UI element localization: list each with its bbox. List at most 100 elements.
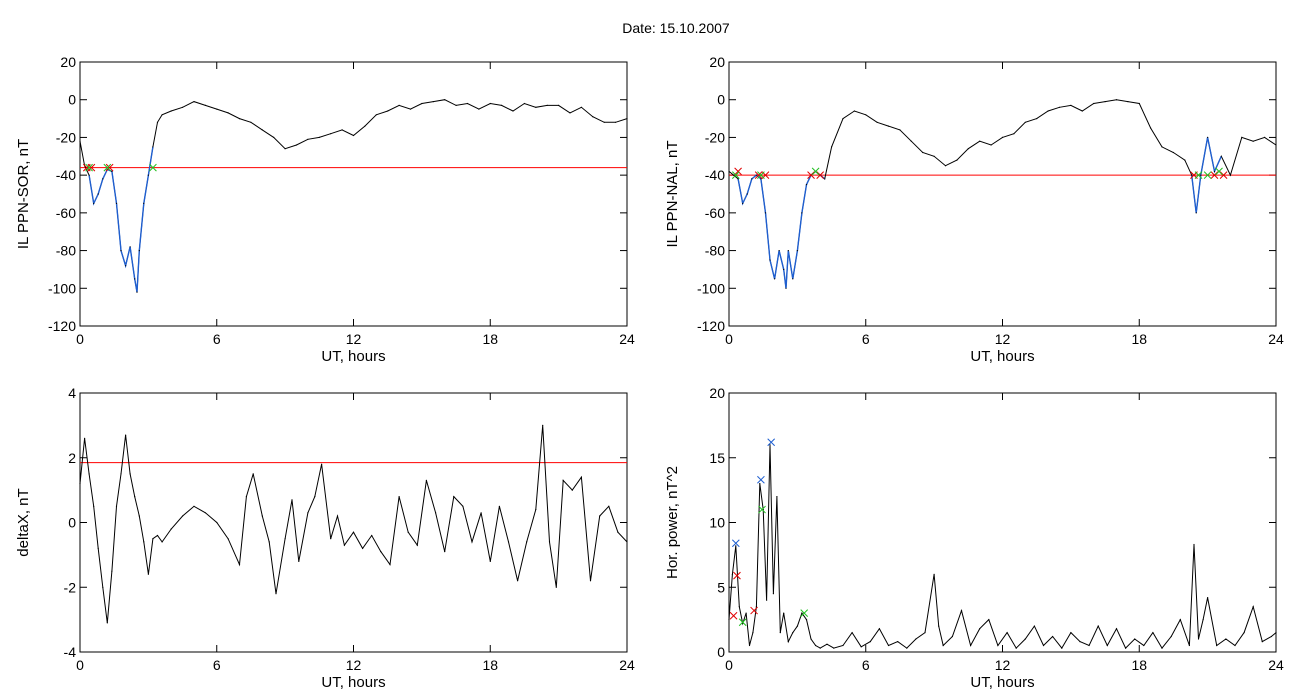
data-point xyxy=(143,202,145,204)
data-point xyxy=(134,278,136,280)
data-point xyxy=(136,291,138,293)
data-point xyxy=(942,644,944,647)
data-point xyxy=(1058,106,1061,108)
data-point xyxy=(489,102,491,105)
marker-green xyxy=(1194,171,1203,179)
data-point xyxy=(425,479,427,481)
marker-green xyxy=(1203,171,1212,179)
data-point xyxy=(1061,647,1063,649)
data-point xyxy=(330,538,332,540)
data-point xyxy=(1134,638,1136,640)
data-point xyxy=(88,174,90,176)
data-point xyxy=(899,129,901,131)
data-point xyxy=(617,531,619,533)
marker-stroke xyxy=(149,163,157,172)
data-point xyxy=(759,483,761,485)
data-point xyxy=(93,505,95,507)
marker-stroke xyxy=(731,539,740,548)
data-point xyxy=(783,268,785,270)
data-point xyxy=(204,104,206,106)
data-point xyxy=(906,647,908,649)
data-point xyxy=(182,515,184,517)
data-point xyxy=(216,521,218,524)
data-point xyxy=(970,644,972,647)
data-point xyxy=(273,136,275,138)
data-point xyxy=(193,505,195,507)
data-point xyxy=(745,612,747,614)
data-point xyxy=(1097,625,1099,627)
x-tick-label: 24 xyxy=(1268,657,1284,673)
marker-blue xyxy=(757,475,765,484)
data-point xyxy=(1252,140,1254,142)
data-point xyxy=(371,534,373,537)
data-point xyxy=(951,635,954,638)
data-point xyxy=(1001,136,1004,138)
data-point xyxy=(783,612,785,614)
data-point xyxy=(1234,644,1236,647)
plot-frame xyxy=(728,392,1277,653)
data-point xyxy=(352,531,355,533)
data-point xyxy=(102,586,104,588)
y-tick-label: -4 xyxy=(64,644,77,660)
data-point xyxy=(826,643,828,645)
marker-stroke xyxy=(733,571,741,580)
data-point xyxy=(805,184,808,186)
data-point xyxy=(227,538,229,540)
data-point xyxy=(1104,101,1106,103)
data-point xyxy=(1193,543,1195,546)
data-point xyxy=(330,133,332,135)
data-point xyxy=(478,108,480,110)
data-point xyxy=(341,129,343,131)
data-point xyxy=(1081,110,1083,112)
data-point xyxy=(535,508,537,511)
data-point xyxy=(831,146,833,148)
marker-stroke xyxy=(729,611,738,620)
x-tick-label: 12 xyxy=(995,331,1011,347)
data-point xyxy=(318,136,320,138)
data-line xyxy=(79,99,628,293)
data-point xyxy=(147,573,149,575)
marker-stroke xyxy=(758,505,766,514)
data-point xyxy=(990,144,992,146)
data-line xyxy=(728,444,1277,649)
data-point xyxy=(1042,644,1045,647)
data-point xyxy=(161,541,163,543)
data-point xyxy=(523,102,526,105)
y-tick-label: 4 xyxy=(68,385,76,401)
data-point xyxy=(922,151,924,154)
data-point xyxy=(204,512,206,514)
data-point xyxy=(1127,101,1129,103)
data-point xyxy=(97,193,99,195)
x-tick-label: 18 xyxy=(1131,657,1147,673)
marker-red xyxy=(733,571,741,580)
data-point xyxy=(860,646,862,648)
data-point xyxy=(1195,212,1197,214)
data-point xyxy=(227,112,229,114)
data-point xyxy=(842,118,844,120)
data-point xyxy=(769,259,771,261)
x-tick-label: 12 xyxy=(995,657,1011,673)
data-point xyxy=(435,512,437,514)
data-point xyxy=(535,106,537,108)
marker-stroke xyxy=(1203,171,1212,179)
x-tick-label: 12 xyxy=(346,657,362,673)
data-point xyxy=(1150,127,1152,129)
data-point xyxy=(887,644,890,647)
x-tick-label: 18 xyxy=(482,657,498,673)
data-point xyxy=(1225,638,1227,640)
data-point xyxy=(748,644,751,647)
data-point xyxy=(751,178,753,180)
data-point xyxy=(1047,110,1049,112)
data-point xyxy=(1220,155,1222,157)
data-point xyxy=(728,619,730,621)
data-point xyxy=(1106,644,1108,647)
y-tick-label: -2 xyxy=(64,579,77,595)
data-point xyxy=(455,104,457,106)
data-point xyxy=(548,541,551,543)
data-point xyxy=(362,547,364,550)
x-axis-label: UT, hours xyxy=(970,674,1034,691)
y-tick-label: 0 xyxy=(717,644,725,660)
data-point xyxy=(462,505,464,507)
data-point xyxy=(261,129,263,131)
data-point xyxy=(555,586,557,588)
